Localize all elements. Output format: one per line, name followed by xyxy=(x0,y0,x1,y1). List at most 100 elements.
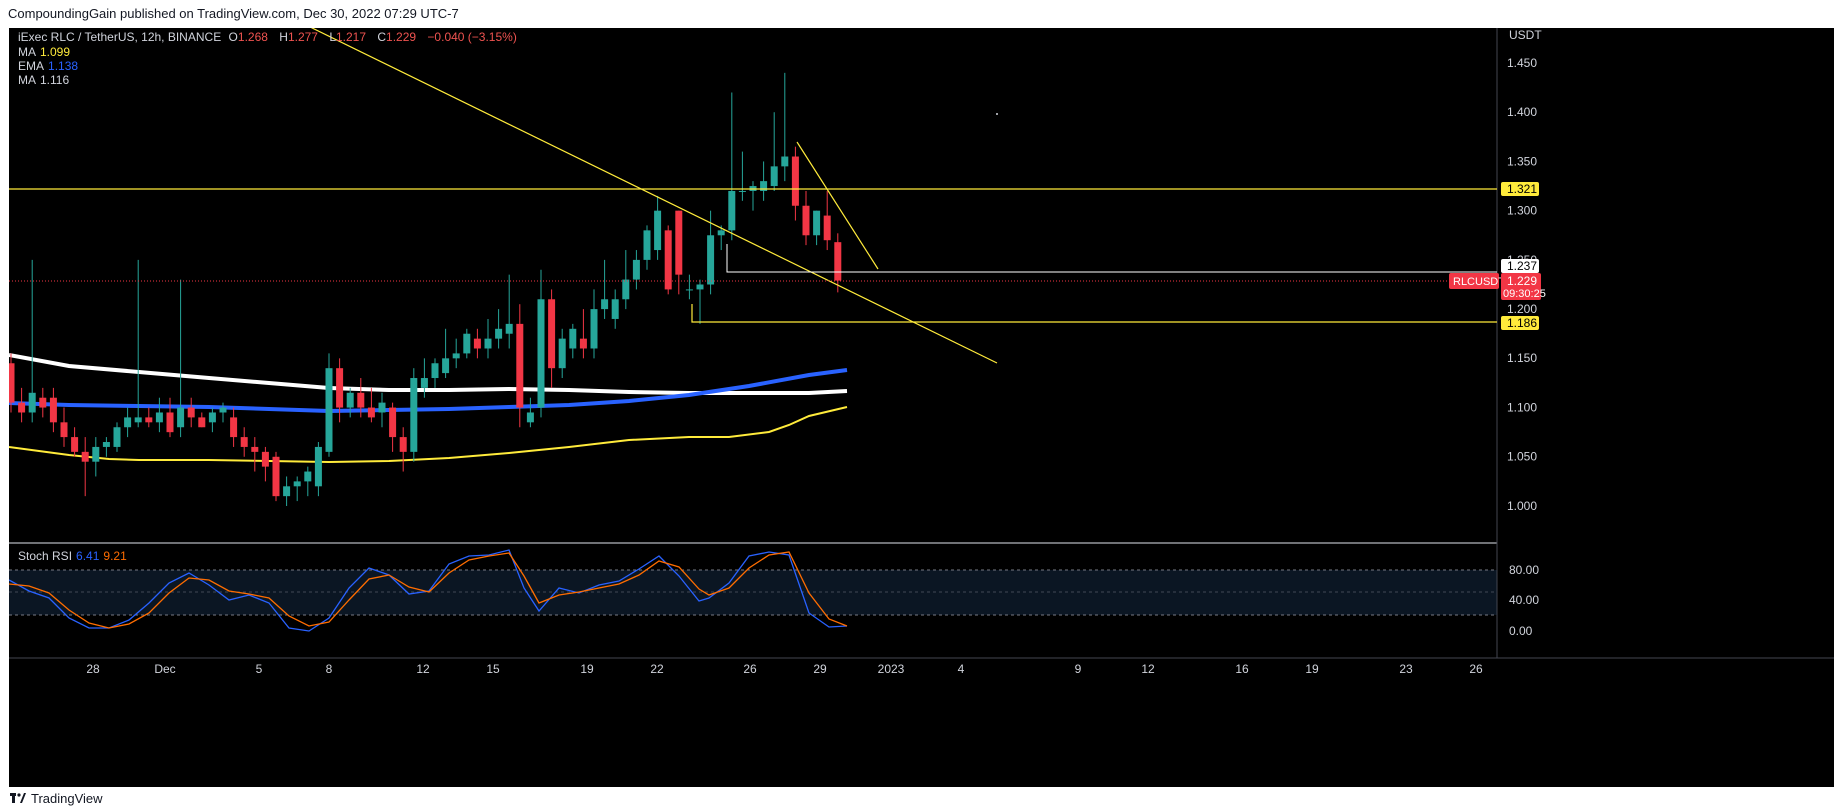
candle[interactable] xyxy=(9,353,15,413)
candle[interactable] xyxy=(230,407,238,447)
candle[interactable] xyxy=(240,427,248,457)
candle[interactable] xyxy=(49,387,57,433)
candle-body xyxy=(601,299,609,310)
candle[interactable] xyxy=(590,289,598,359)
candle[interactable] xyxy=(823,190,831,251)
indicator-legend-ma2[interactable]: MA 1.116 xyxy=(18,73,73,87)
indicator-legend-ema[interactable]: EMA 1.138 xyxy=(18,59,82,73)
candle[interactable] xyxy=(155,397,163,433)
candle-body xyxy=(495,328,503,339)
candle[interactable] xyxy=(389,402,397,452)
candle[interactable] xyxy=(336,358,344,423)
candle[interactable] xyxy=(484,318,492,359)
candle[interactable] xyxy=(60,407,68,447)
candle[interactable] xyxy=(654,195,662,260)
candle[interactable] xyxy=(579,309,587,359)
chart-frame[interactable]: USDT1.4501.4001.3501.3001.2501.2001.1501… xyxy=(9,28,1834,787)
candle[interactable] xyxy=(251,437,259,472)
candle[interactable] xyxy=(71,427,79,457)
candle[interactable] xyxy=(760,161,768,201)
candle[interactable] xyxy=(707,210,715,295)
drawings[interactable] xyxy=(9,28,1497,364)
stoch-rsi-pane[interactable] xyxy=(9,549,848,632)
time-tick-label: Dec xyxy=(154,662,175,676)
candle[interactable] xyxy=(537,269,545,418)
candle[interactable] xyxy=(675,210,683,295)
candle[interactable] xyxy=(399,427,407,472)
candle[interactable] xyxy=(145,407,153,428)
candle[interactable] xyxy=(781,72,789,182)
candle[interactable] xyxy=(749,181,757,211)
candle[interactable] xyxy=(452,338,460,369)
candle[interactable] xyxy=(325,353,333,457)
candle[interactable] xyxy=(18,387,26,423)
candle[interactable] xyxy=(81,437,89,497)
symbol-legend[interactable]: iExec RLC / TetherUS, 12h, BINANCE O1.26… xyxy=(18,30,521,44)
candlestick-series[interactable] xyxy=(9,72,842,506)
candle[interactable] xyxy=(293,476,301,502)
candle[interactable] xyxy=(569,323,577,359)
candle[interactable] xyxy=(473,328,481,359)
candle[interactable] xyxy=(314,442,322,497)
candle[interactable] xyxy=(442,328,450,379)
candle[interactable] xyxy=(548,289,556,388)
candle[interactable] xyxy=(495,309,503,349)
candle[interactable] xyxy=(261,446,269,482)
candle[interactable] xyxy=(813,210,821,246)
candle[interactable] xyxy=(728,92,736,241)
stoch-rsi-label: Stoch RSI xyxy=(18,549,73,563)
candle[interactable] xyxy=(304,466,312,497)
candle[interactable] xyxy=(505,274,513,349)
indicator-legend-ma1[interactable]: MA 1.099 xyxy=(18,45,74,59)
candle[interactable] xyxy=(791,146,799,221)
price-tick-label: 1.300 xyxy=(1507,204,1537,218)
candle[interactable] xyxy=(92,437,100,477)
candle[interactable] xyxy=(420,358,428,398)
stoch-rsi-legend[interactable]: Stoch RSI 6.41 9.21 xyxy=(18,549,131,563)
candle[interactable] xyxy=(124,407,132,438)
candle[interactable] xyxy=(219,402,227,423)
candle[interactable] xyxy=(770,112,778,191)
candle[interactable] xyxy=(187,397,195,428)
chart-canvas[interactable]: USDT1.4501.4001.3501.3001.2501.2001.1501… xyxy=(9,28,1834,787)
candle[interactable] xyxy=(113,422,121,452)
candle[interactable] xyxy=(346,387,354,418)
indicator-value: 1.138 xyxy=(48,59,79,73)
candle[interactable] xyxy=(208,407,216,433)
time-tick-label: 9 xyxy=(1075,662,1082,676)
candle[interactable] xyxy=(738,151,746,201)
candle[interactable] xyxy=(685,274,693,300)
candle[interactable] xyxy=(177,279,185,438)
candle-body xyxy=(124,417,132,428)
candle[interactable] xyxy=(272,451,280,502)
candle[interactable] xyxy=(664,225,672,295)
candle[interactable] xyxy=(696,279,704,324)
tradingview-logo[interactable]: TradingView xyxy=(10,787,103,810)
candle[interactable] xyxy=(717,225,725,251)
candle[interactable] xyxy=(357,378,365,418)
candle[interactable] xyxy=(802,190,810,246)
candle[interactable] xyxy=(463,328,471,359)
candle[interactable] xyxy=(367,387,375,423)
candle[interactable] xyxy=(431,358,439,388)
time-axis[interactable]: 28 Dec 5 8 12 15 19 22 26 29 2023 4 9 12 16 19 23 26 xyxy=(9,657,1834,676)
candle[interactable] xyxy=(526,397,534,428)
candle[interactable] xyxy=(283,476,291,506)
candle[interactable] xyxy=(198,412,206,428)
candle-body xyxy=(346,392,354,408)
candle[interactable] xyxy=(558,328,566,379)
candle[interactable] xyxy=(601,259,609,319)
candle[interactable] xyxy=(134,259,142,428)
candle[interactable] xyxy=(516,304,524,428)
candle[interactable] xyxy=(166,397,174,438)
candle[interactable] xyxy=(28,259,36,423)
candle[interactable] xyxy=(622,250,630,310)
candle[interactable] xyxy=(834,233,842,293)
candle[interactable] xyxy=(611,289,619,329)
candle[interactable] xyxy=(39,387,47,418)
candle[interactable] xyxy=(102,437,110,457)
candle[interactable] xyxy=(378,392,386,428)
candle[interactable] xyxy=(643,225,651,270)
candle[interactable] xyxy=(632,250,640,290)
candle[interactable] xyxy=(410,368,418,462)
